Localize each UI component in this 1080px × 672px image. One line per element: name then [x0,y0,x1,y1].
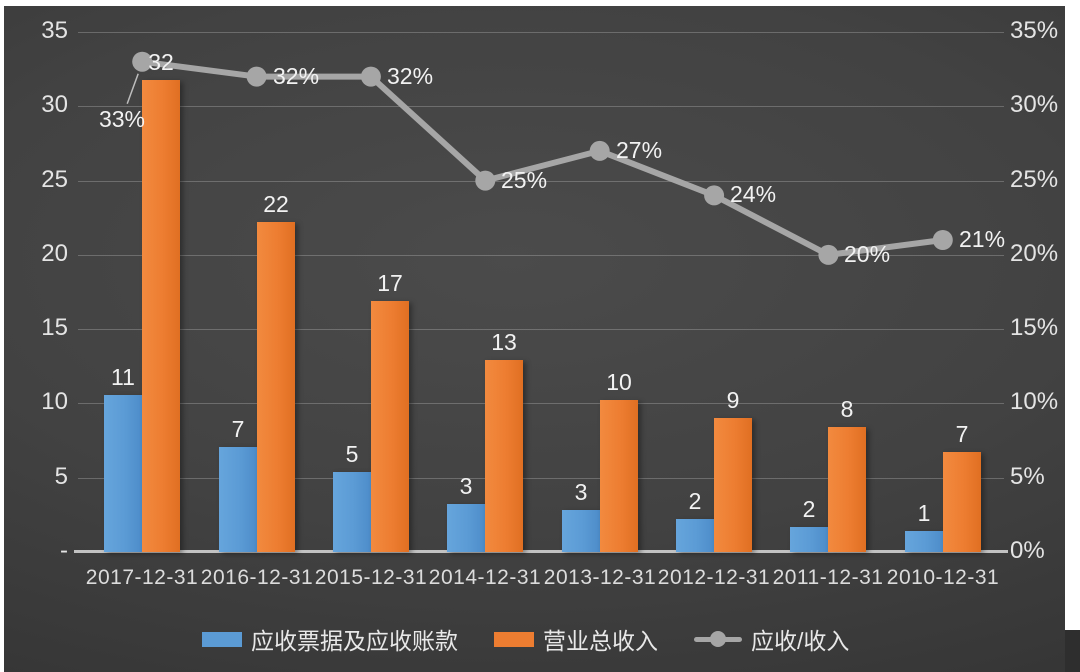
left-axis-tick: 10 [41,388,68,415]
legend-label-receivables: 应收票据及应收账款 [251,628,458,654]
right-axis-tick: 10% [1010,388,1059,415]
orange-bar [600,400,638,552]
blue-bar-label: 3 [574,479,588,505]
blue-bar [676,519,714,552]
orange-bar-label: 9 [726,387,740,413]
blue-bar [447,504,485,552]
line-marker [704,185,725,206]
orange-swatch-icon [494,631,534,647]
x-axis-label: 2015-12-31 [314,566,428,589]
blue-bar [104,395,142,552]
line-data-label: 24% [730,181,777,207]
orange-bar [142,80,180,552]
line-data-label: 20% [844,241,891,267]
orange-bar-label: 10 [606,369,632,395]
blue-bar-label: 5 [345,441,359,467]
corner-patch [1065,630,1080,672]
orange-bar-label: 17 [377,270,403,296]
combo-chart: 35 35% 30 30% 25 25% 20 20% 15 15% 10 10% 5 5% -0% 2017… [4,6,1065,672]
right-axis-tick: 30% [1010,91,1059,118]
line-data-label: 27% [616,137,663,163]
right-axis-tick: 0% [1010,537,1045,564]
orange-bar [485,360,523,552]
blue-bar [333,472,371,552]
left-axis-tick: 5 [54,463,68,490]
gridline-5 [78,478,1004,479]
left-axis-tick: 30 [41,91,68,118]
gridline-15 [78,329,1004,330]
line-data-label: 32% [387,63,434,89]
right-axis-tick: 25% [1010,166,1059,193]
left-axis-tick: 15 [41,314,68,341]
blue-bar-label: 7 [231,416,245,442]
right-axis-tick: 15% [1010,314,1059,341]
blue-bar-label: 2 [802,496,816,522]
blue-bar-label: 11 [111,364,135,390]
right-axis-tick: 35% [1010,17,1059,44]
blue-bar-label: 3 [459,473,473,499]
line-data-label: 32% [273,63,320,89]
orange-bar-label: 7 [955,421,969,447]
blue-bar-label: 2 [688,488,702,514]
x-axis-label: 2010-12-31 [886,566,1000,589]
line-data-label: 25% [501,167,548,193]
orange-bar-label: 32 [148,49,174,75]
x-axis-label: 2011-12-31 [772,566,884,589]
x-axis-label: 2017-12-31 [85,566,199,589]
line-marker-swatch-icon [694,631,742,647]
data-label-leader-line [126,73,139,104]
legend-item-receivables: 应收票据及应收账款 [202,622,458,656]
blue-bar [219,447,257,552]
legend-label-ratio: 应收/收入 [751,628,850,654]
x-axis-baseline [74,550,1008,553]
right-axis-tick: 20% [1010,240,1059,267]
blue-bar [790,527,828,552]
legend: 应收票据及应收账款 营业总收入 应收/收入 [202,622,849,656]
blue-bar [905,531,943,552]
line-marker [932,230,953,250]
left-axis-tick: - [60,537,68,564]
blue-bar [562,510,600,552]
legend-item-revenue: 营业总收入 [494,622,658,656]
line-data-label: 21% [959,226,1006,252]
gridline-30 [78,106,1004,107]
x-axis-label: 2016-12-31 [200,566,314,589]
right-axis-tick: 5% [1010,463,1045,490]
line-marker [246,66,267,87]
blue-swatch-icon [202,631,242,647]
orange-bar [943,452,981,552]
gridline-10 [78,403,1004,404]
orange-bar-label: 13 [491,329,517,355]
left-axis-tick: 25 [41,166,68,193]
line-data-label: 33% [98,106,146,132]
legend-label-revenue: 营业总收入 [543,628,658,654]
x-axis-label: 2012-12-31 [657,566,771,589]
orange-bar [828,427,866,552]
x-axis-label: 2014-12-31 [428,566,542,589]
blue-bar-label: 1 [917,500,931,526]
orange-bar-label: 22 [263,191,289,217]
orange-bar [714,418,752,552]
x-axis-label: 2013-12-31 [543,566,657,589]
left-axis-tick: 35 [41,17,68,44]
orange-bar [257,222,295,552]
line-marker [360,66,381,87]
gridline-35 [78,32,1004,33]
orange-bar [371,301,409,552]
legend-item-ratio: 应收/收入 [694,622,849,656]
line-marker [589,140,610,161]
left-axis-tick: 20 [41,240,68,267]
orange-bar-label: 8 [840,396,854,422]
